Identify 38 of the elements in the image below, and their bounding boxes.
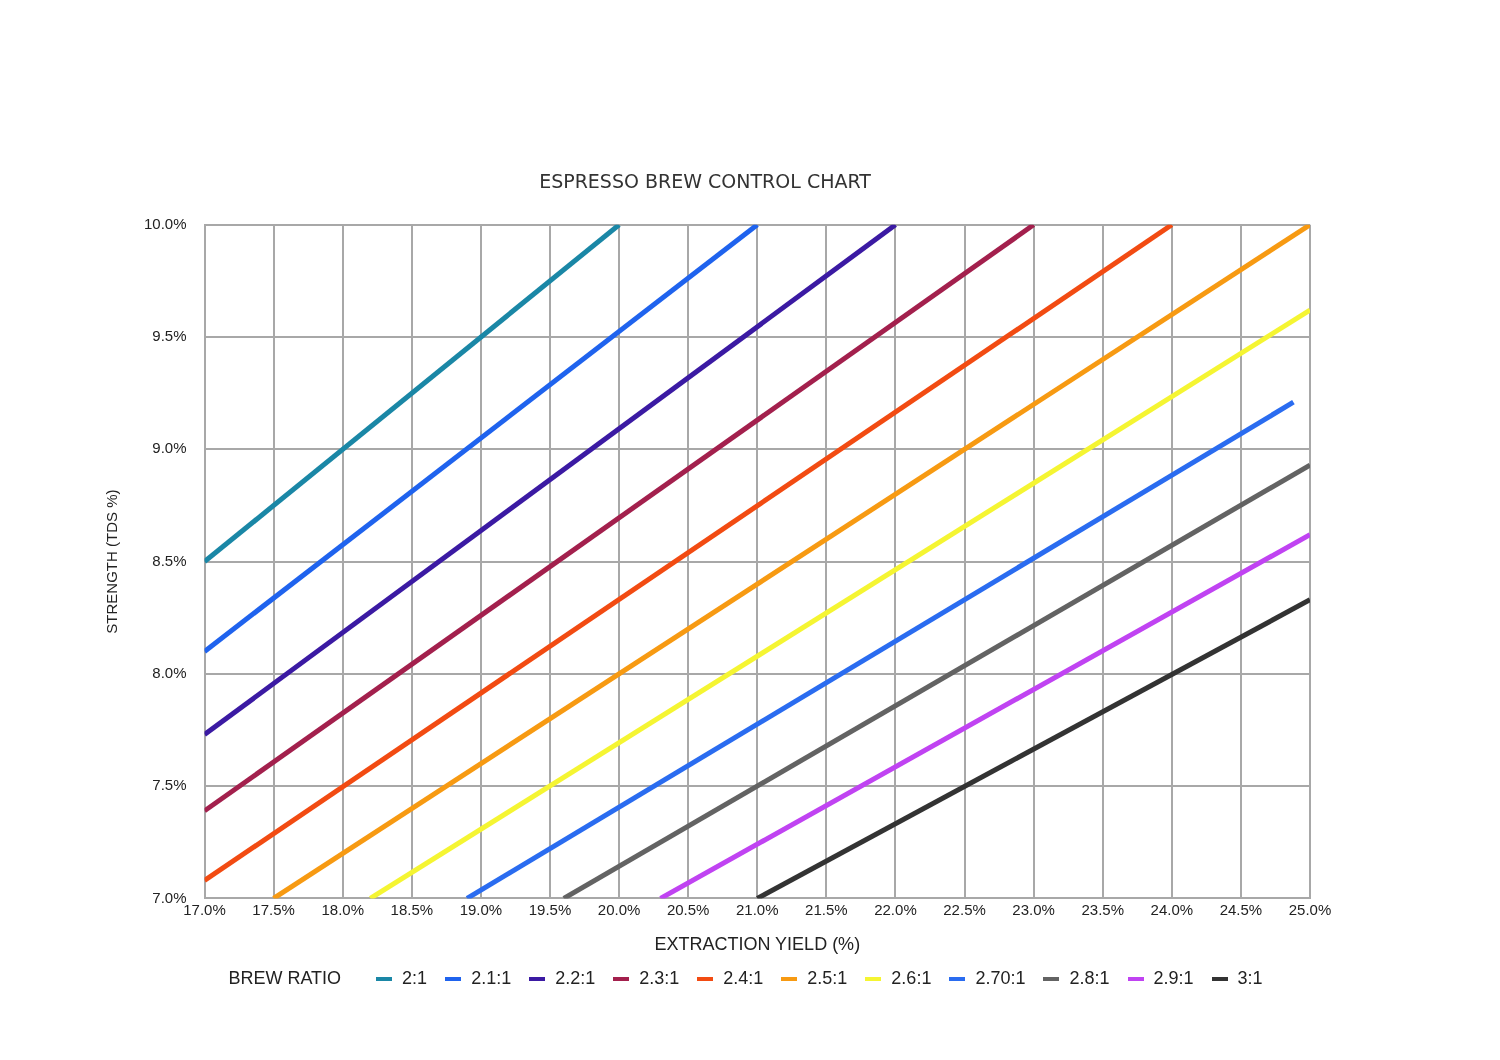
x-tick-label: 21.5% bbox=[805, 900, 848, 918]
x-tick-label: 22.5% bbox=[943, 900, 986, 918]
y-tick-label: 10.0% bbox=[143, 214, 187, 232]
x-tick-label: 20.0% bbox=[597, 900, 641, 918]
x-tick-label: 18.0% bbox=[321, 900, 364, 918]
x-axis-title: EXTRACTION YIELD (%) bbox=[654, 934, 861, 955]
x-tick-label: 20.5% bbox=[666, 900, 710, 918]
legend-label: 2:1 bbox=[402, 968, 428, 989]
y-tick-label: 7.0% bbox=[152, 888, 187, 906]
legend-label: 2.5:1 bbox=[807, 968, 848, 989]
y-axis-title: STRENGTH (TDS %) bbox=[103, 489, 121, 634]
legend-label: 2.6:1 bbox=[891, 968, 932, 989]
legend-label: 2.70:1 bbox=[975, 968, 1026, 989]
legend-label: 2.3:1 bbox=[639, 968, 680, 989]
y-tick-label: 8.5% bbox=[152, 551, 187, 569]
legend-label: 2.9:1 bbox=[1153, 968, 1194, 989]
x-tick-label: 17.5% bbox=[252, 900, 295, 918]
y-tick-label: 7.5% bbox=[152, 776, 187, 794]
legend-title: BREW RATIO bbox=[228, 968, 342, 989]
legend-label: 2.8:1 bbox=[1069, 968, 1110, 989]
legend-label: 2.4:1 bbox=[723, 968, 764, 989]
x-tick-label: 18.5% bbox=[390, 900, 434, 918]
x-tick-label: 24.0% bbox=[1150, 900, 1194, 918]
x-tick-label: 23.0% bbox=[1012, 900, 1055, 918]
x-tick-label: 25.0% bbox=[1288, 900, 1332, 918]
x-tick-label: 19.0% bbox=[459, 900, 503, 918]
legend-label: 2.2:1 bbox=[555, 968, 596, 989]
legend-label: 3:1 bbox=[1237, 968, 1263, 989]
y-tick-label: 9.5% bbox=[152, 327, 187, 345]
y-tick-label: 8.0% bbox=[152, 664, 187, 682]
chart-title: ESPRESSO BREW CONTROL CHART bbox=[539, 170, 872, 193]
x-tick-label: 19.5% bbox=[528, 900, 572, 918]
x-tick-label: 24.5% bbox=[1219, 900, 1263, 918]
x-tick-label: 21.0% bbox=[735, 900, 779, 918]
x-tick-label: 23.5% bbox=[1081, 900, 1124, 918]
y-tick-label: 9.0% bbox=[152, 439, 187, 457]
x-tick-label: 22.0% bbox=[874, 900, 917, 918]
legend-label: 2.1:1 bbox=[471, 968, 512, 989]
